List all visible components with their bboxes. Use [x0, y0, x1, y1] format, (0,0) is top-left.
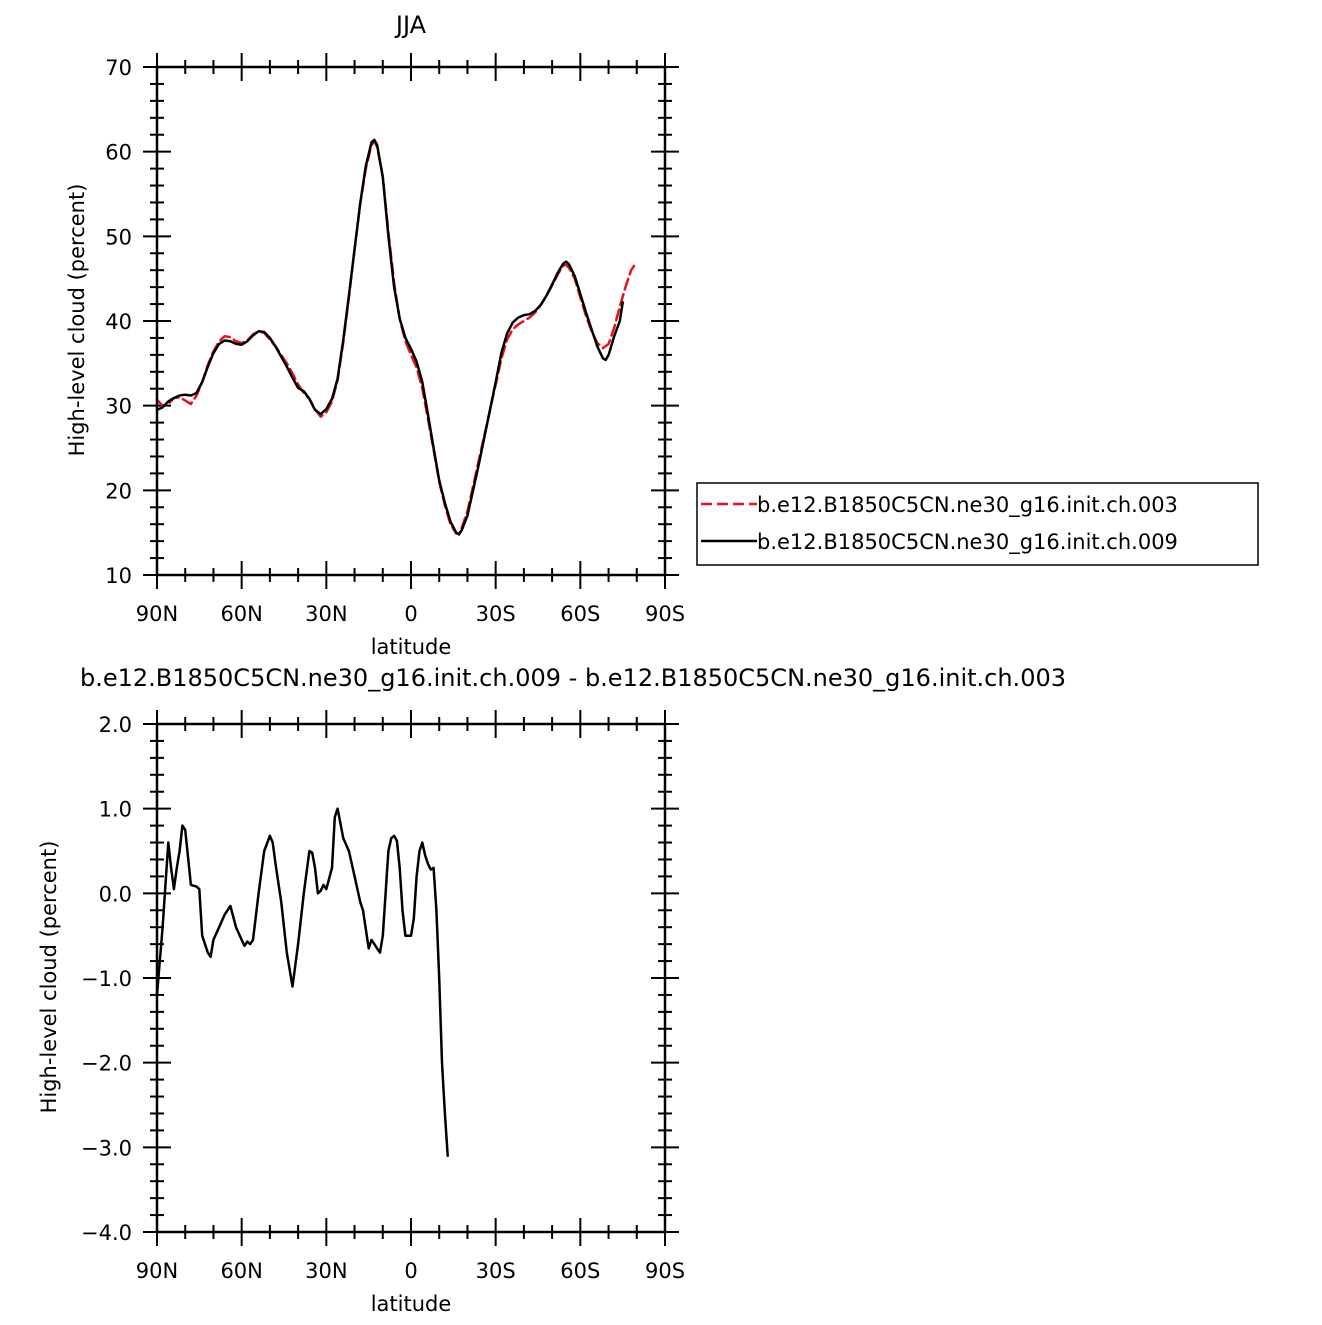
top-x-tick-label: 90S: [645, 602, 685, 626]
bottom-y-axis: 2.0 1.0 0.0 −1.0 −2.0 −3.0 −4.0: [81, 713, 679, 1245]
bottom-chart: b.e12.B1850C5CN.ne30_g16.init.ch.009 - b…: [37, 664, 1066, 1316]
bottom-y-tick-label: 0.0: [99, 882, 132, 906]
top-chart-title: JJA: [394, 11, 427, 39]
top-y-tick-label: 30: [105, 395, 132, 419]
legend-label-003: b.e12.B1850C5CN.ne30_g16.init.ch.003: [757, 493, 1178, 518]
bottom-y-tick-label: 2.0: [99, 713, 132, 737]
top-x-tick-label: 60N: [220, 602, 262, 626]
bottom-y-tick-label: −4.0: [81, 1221, 132, 1245]
top-plot-frame: [155, 65, 667, 577]
top-chart: JJA 10 20 30 40 50 60 70 90N 60N 30N 0 30S 60S 90S l…: [65, 11, 685, 659]
bottom-y-axis-label: High-level cloud (percent): [37, 841, 61, 1114]
bottom-x-tick-label: 0: [404, 1259, 417, 1283]
bottom-x-axis: 90N 60N 30N 0 30S 60S 90S: [136, 710, 685, 1283]
top-series-group: [155, 138, 636, 536]
top-x-tick-label: 90N: [136, 602, 178, 626]
bottom-x-tick-label: 90N: [136, 1259, 178, 1283]
bottom-series-group: [155, 807, 449, 1158]
bottom-x-tick-label: 60N: [220, 1259, 262, 1283]
top-x-tick-label: 60S: [560, 602, 600, 626]
top-x-tick-label: 30N: [305, 602, 347, 626]
bottom-y-tick-label: 1.0: [99, 798, 132, 822]
top-x-axis-label: latitude: [371, 635, 452, 659]
bottom-x-tick-label: 30S: [476, 1259, 516, 1283]
legend: b.e12.B1850C5CN.ne30_g16.init.ch.003 b.e…: [696, 482, 1259, 566]
bottom-plot-frame: [155, 722, 667, 1234]
top-y-tick-label: 10: [105, 564, 132, 588]
bottom-y-tick-label: −1.0: [81, 967, 132, 991]
top-y-tick-label: 70: [105, 56, 132, 80]
top-x-tick-label: 0: [404, 602, 417, 626]
top-x-axis: 90N 60N 30N 0 30S 60S 90S: [136, 53, 685, 626]
top-series-line-0: [155, 140, 636, 535]
bottom-x-tick-label: 60S: [560, 1259, 600, 1283]
legend-box: [696, 482, 1259, 566]
top-y-axis-label: High-level cloud (percent): [65, 184, 89, 457]
top-y-tick-label: 60: [105, 141, 132, 165]
bottom-series-line-0: [155, 807, 449, 1158]
top-x-tick-label: 30S: [476, 602, 516, 626]
top-y-tick-label: 50: [105, 225, 132, 249]
bottom-y-tick-label: −3.0: [81, 1136, 132, 1160]
top-series-line-1: [155, 138, 624, 536]
bottom-y-tick-label: −2.0: [81, 1052, 132, 1076]
bottom-x-axis-label: latitude: [371, 1292, 452, 1316]
legend-label-009: b.e12.B1850C5CN.ne30_g16.init.ch.009: [757, 530, 1178, 555]
bottom-chart-title: b.e12.B1850C5CN.ne30_g16.init.ch.009 - b…: [80, 664, 1066, 692]
top-y-tick-label: 20: [105, 479, 132, 503]
bottom-x-tick-label: 90S: [645, 1259, 685, 1283]
top-y-tick-label: 40: [105, 310, 132, 334]
bottom-x-tick-label: 30N: [305, 1259, 347, 1283]
top-y-axis: 10 20 30 40 50 60 70: [105, 56, 679, 588]
